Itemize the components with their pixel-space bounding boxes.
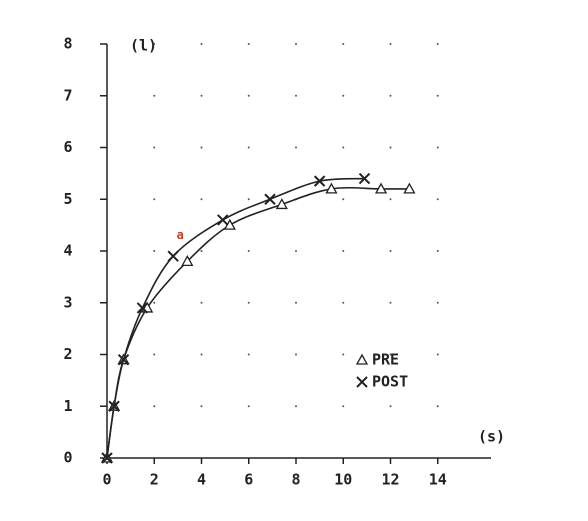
- grid-dot: [389, 43, 392, 45]
- series-line: [106, 186, 410, 459]
- point-triangle: [403, 182, 416, 194]
- grid-dot: [389, 146, 392, 149]
- grid-dot: [200, 353, 203, 356]
- grid-dot: [153, 250, 156, 252]
- y-tick-label: 5: [63, 190, 72, 208]
- grid-dot: [247, 198, 250, 201]
- grid-dot: [389, 94, 392, 97]
- grid-dot: [295, 405, 297, 408]
- x-tick-label: 0: [102, 471, 111, 489]
- y-tick-label: 1: [63, 397, 72, 415]
- annotation: a: [177, 228, 184, 242]
- grid-dot: [342, 405, 345, 408]
- grid-dot: [342, 198, 345, 201]
- legend-marker: [355, 353, 369, 365]
- y-tick-label: 8: [63, 35, 72, 53]
- point-triangle: [325, 182, 338, 194]
- grid-dot: [153, 301, 156, 304]
- y-tick-label: 4: [63, 242, 72, 260]
- point-triangle: [275, 198, 288, 210]
- grid-dot: [153, 94, 156, 97]
- grid-dot: [200, 43, 203, 45]
- grid-dot: [436, 250, 439, 252]
- grid-dot: [153, 353, 156, 356]
- grid-dot: [247, 353, 250, 356]
- grid-dot: [200, 198, 203, 201]
- grid-dot: [436, 94, 439, 97]
- point-x: [358, 172, 371, 185]
- grid-dot: [342, 353, 345, 356]
- grid-dot: [153, 146, 156, 149]
- grid-dot: [436, 146, 439, 149]
- grid-dot: [342, 250, 345, 252]
- point-x: [101, 452, 113, 464]
- grid-dot: [389, 353, 392, 356]
- point-x: [136, 302, 149, 314]
- grid-dot: [247, 146, 250, 149]
- point-x: [264, 193, 276, 205]
- point-x: [313, 175, 326, 187]
- grid-dot: [295, 353, 297, 356]
- grid-dot: [200, 301, 203, 304]
- y-axis-label: (l): [130, 37, 157, 55]
- grid-dot: [436, 301, 439, 304]
- y-tick-label: 7: [63, 86, 72, 104]
- grid-dot: [153, 43, 156, 45]
- legend-label: POST: [372, 373, 408, 391]
- grid-dot: [247, 250, 250, 252]
- legend-marker: [356, 376, 368, 388]
- grid-dot: [436, 353, 439, 356]
- grid-dot: [247, 43, 250, 45]
- point-x: [117, 353, 130, 366]
- x-tick-label: 14: [429, 471, 447, 489]
- x-axis-label: (s): [478, 428, 505, 446]
- point-triangle: [374, 182, 388, 194]
- grid-dot: [342, 301, 345, 304]
- point-triangle: [181, 255, 194, 266]
- grid-dot: [436, 405, 439, 408]
- x-tick-label: 2: [150, 471, 159, 489]
- grid-dot: [389, 250, 392, 252]
- y-tick-label: 2: [63, 345, 72, 363]
- grid-dot: [389, 405, 392, 408]
- x-tick-label: 6: [244, 471, 253, 489]
- grid-dot: [153, 405, 156, 408]
- grid-dot: [389, 301, 392, 304]
- x-tick-label: 10: [334, 471, 352, 489]
- grid-dot: [342, 43, 345, 45]
- legend-label: PRE: [372, 351, 399, 369]
- x-tick-label: 8: [291, 471, 300, 489]
- y-tick-label: 6: [63, 138, 72, 156]
- grid-dot: [436, 198, 439, 201]
- point-x: [217, 214, 229, 226]
- grid-dot: [295, 94, 297, 97]
- x-tick-label: 12: [381, 471, 399, 489]
- grid-dot: [200, 405, 203, 408]
- grid-dot: [295, 146, 297, 149]
- grid-dot: [153, 198, 156, 201]
- grid-dot: [295, 301, 297, 304]
- grid-dot: [342, 94, 345, 97]
- grid-dot: [389, 198, 392, 201]
- y-tick-label: 3: [63, 293, 72, 311]
- grid-dot: [295, 43, 297, 45]
- grid-dot: [436, 43, 439, 45]
- grid-dot: [342, 146, 345, 149]
- grid-dot: [200, 146, 203, 149]
- y-tick-label: 0: [63, 449, 72, 467]
- series-line: [106, 177, 365, 459]
- grid-dot: [295, 250, 297, 252]
- x-tick-label: 4: [197, 471, 206, 489]
- grid-dot: [247, 301, 250, 304]
- grid-dot: [200, 94, 203, 97]
- grid-dot: [247, 94, 250, 97]
- grid-dot: [200, 250, 203, 252]
- point-x: [167, 250, 179, 262]
- grid-dot: [247, 405, 250, 408]
- point-x: [108, 400, 120, 412]
